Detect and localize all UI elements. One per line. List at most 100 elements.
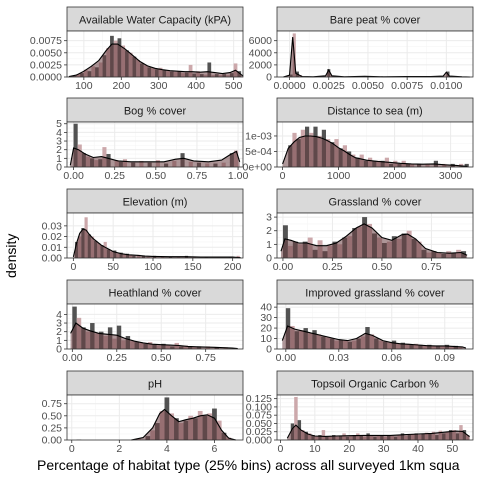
x-tick-label: 0.00 [63, 170, 84, 182]
x-tick-label: 40 [412, 443, 424, 455]
x-tick-label: 1000 [327, 170, 351, 182]
x-tick-label: 30 [378, 443, 390, 455]
y-tick-label: 0.50 [42, 410, 63, 422]
facet-title: Bog % cover [124, 106, 187, 118]
x-tick-label: 50 [447, 443, 459, 455]
x-tick-label: 300 [150, 80, 168, 92]
y-tick-label: 0.00 [42, 435, 63, 447]
y-tick-label: 40 [260, 302, 272, 314]
y-axis-title: density [3, 226, 25, 286]
facet-panel-2: Bare peat % cover 0.0000 0.0025 0.0050 0.007… [249, 7, 473, 92]
x-tick-label: 3000 [439, 170, 463, 182]
y-tick-label: 6000 [249, 35, 273, 47]
x-tick-label: 0.00 [273, 261, 294, 273]
facet-title: Elevation (m) [123, 197, 188, 209]
y-tick-label: 0 [266, 72, 272, 84]
x-tick-label: 20 [343, 443, 355, 455]
y-tick-label: 20 [260, 323, 272, 335]
facet-panel-8: Improved grassland % cover 0.00 0.03 0.06 0.… [260, 280, 473, 364]
x-tick-label: 0 [70, 261, 76, 273]
y-tick-label: 4000 [249, 47, 273, 59]
y-tick-label: 1 [266, 239, 272, 251]
facet-title: Available Water Capacity (kPA) [79, 15, 231, 27]
panel-background [277, 31, 473, 77]
y-tick-label: 3 [266, 212, 272, 224]
x-tick-label: 0.50 [146, 170, 167, 182]
x-tick-label: 2000 [383, 170, 407, 182]
facet-title: Bare peat % cover [330, 15, 421, 27]
facet-title: Topsoil Organic Carbon % [311, 379, 439, 391]
y-tick-label: 0.125 [246, 393, 272, 405]
x-tick-label: 0.06 [382, 352, 403, 364]
y-tick-label: 0.0000 [30, 72, 62, 84]
x-tick-label: 0 [280, 170, 286, 182]
x-tick-label: 0.75 [421, 261, 442, 273]
x-tick-label: 0.0100 [430, 80, 462, 92]
y-tick-label: 10 [260, 333, 272, 345]
x-tick-label: 6 [212, 443, 218, 455]
y-tick-label: 30 [260, 312, 272, 324]
y-tick-label: 0.25 [42, 422, 63, 434]
y-tick-label: 0.0050 [30, 47, 62, 59]
x-tick-label: 0.25 [322, 261, 343, 273]
x-tick-label: 0 [69, 443, 75, 455]
x-tick-label: 0.00 [276, 352, 297, 364]
facet-panel-6: Grassland % cover 0.00 0.25 0.50 0.75 0 1 23 [266, 189, 473, 273]
facet-panel-1: Available Water Capacity (kPA) 100 200 300 4… [30, 7, 243, 92]
x-tick-label: 0.00 [62, 352, 83, 364]
x-tick-label: 0.75 [187, 170, 208, 182]
x-tick-label: 200 [224, 261, 242, 273]
y-tick-label: 0.0025 [30, 59, 62, 71]
facet-title: pH [148, 379, 162, 391]
x-tick-label: 400 [187, 80, 205, 92]
x-tick-label: 100 [75, 80, 93, 92]
facet-panel-4: Distance to sea (m) 0 1000 2000 3000 0e+00 5e-… [243, 98, 474, 182]
y-tick-label: 2000 [249, 59, 273, 71]
x-tick-label: 200 [113, 80, 131, 92]
x-tick-label: 0.50 [151, 352, 172, 364]
y-tick-label: 0.03 [42, 220, 63, 232]
x-tick-label: 0.75 [195, 352, 216, 364]
facet-title: Grassland % cover [329, 197, 422, 209]
x-axis-title: Percentage of habitat type (25% bins) ac… [37, 457, 480, 477]
x-tick-label: 150 [184, 261, 202, 273]
x-tick-label: 0.25 [107, 352, 128, 364]
x-tick-label: 100 [144, 261, 162, 273]
x-tick-label: 0.0000 [273, 80, 305, 92]
x-tick-label: 4 [164, 443, 170, 455]
x-tick-label: 0.50 [372, 261, 393, 273]
x-tick-label: 0.0050 [352, 80, 384, 92]
x-tick-label: 500 [225, 80, 243, 92]
y-tick-label: 0 [266, 253, 272, 265]
y-tick-label: 0.75 [42, 398, 63, 410]
x-tick-label: 0.25 [104, 170, 125, 182]
x-tick-label: 0.0075 [391, 80, 423, 92]
x-tick-label: 0.09 [435, 352, 456, 364]
y-tick-label: 0.0075 [30, 35, 62, 47]
y-tick-label: 0 [266, 344, 272, 356]
y-tick-label: 0.01 [42, 242, 63, 254]
facet-title: Heathland % cover [109, 288, 202, 300]
y-tick-label: 5 [56, 118, 62, 130]
x-tick-label: 0.0025 [313, 80, 345, 92]
x-tick-label: 50 [107, 261, 119, 273]
y-tick-label: 1e-03 [245, 130, 272, 142]
y-tick-label: 5e-04 [245, 146, 272, 158]
x-tick-label: 0.03 [329, 352, 350, 364]
facet-title: Improved grassland % cover [305, 288, 445, 300]
x-tick-label: 2 [116, 443, 122, 455]
y-tick-label: 2 [266, 225, 272, 237]
facet-title: Distance to sea (m) [327, 106, 422, 118]
y-tick-label: 0e+00 [243, 162, 273, 174]
y-tick-label: 0.00 [42, 253, 63, 265]
x-tick-label: 10 [309, 443, 321, 455]
y-tick-label: 4 [56, 309, 62, 321]
y-tick-label: 0.02 [42, 231, 63, 243]
x-tick-label: 0 [278, 443, 284, 455]
facet-panel-9: pH 0 2 4 6 0.000.250.500.75 [42, 371, 243, 455]
